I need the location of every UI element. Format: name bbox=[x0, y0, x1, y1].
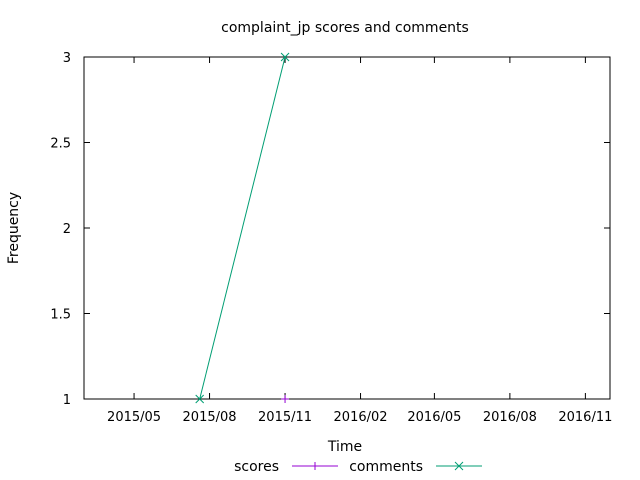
data-point-comments-1 bbox=[280, 52, 290, 62]
marker-stroke-b bbox=[195, 394, 205, 404]
x-tick-label: 2015/08 bbox=[183, 410, 237, 425]
x-tick-label: 2016/08 bbox=[483, 410, 537, 425]
x-axis-ticks: 2015/05 2015/08 2015/11 2016/02 2016/05 2016/… bbox=[107, 57, 612, 425]
y-tick-label: 1.5 bbox=[50, 308, 71, 323]
chart-title: complaint_jp scores and comments bbox=[221, 20, 469, 36]
legend-label-comments: comments bbox=[349, 459, 423, 475]
series-layer bbox=[195, 52, 290, 404]
legend-marker-scores bbox=[311, 462, 319, 470]
marker-stroke-b bbox=[280, 52, 290, 62]
legend: scores comments bbox=[234, 459, 482, 475]
x-tick-label: 2015/11 bbox=[258, 410, 312, 425]
y-axis-label: Frequency bbox=[6, 192, 22, 264]
legend-marker-comments bbox=[454, 461, 464, 471]
x-tick-label: 2016/11 bbox=[558, 410, 612, 425]
y-tick-label: 3 bbox=[63, 51, 71, 66]
series-line-comments bbox=[199, 56, 286, 400]
x-tick-label: 2016/02 bbox=[334, 410, 388, 425]
plot-frame bbox=[83, 56, 611, 400]
data-point-scores-0 bbox=[281, 395, 290, 403]
marker-stroke-b bbox=[454, 461, 464, 471]
y-tick-label: 1 bbox=[63, 393, 71, 408]
y-tick-label: 2 bbox=[63, 222, 71, 237]
x-axis-label: Time bbox=[327, 439, 362, 455]
y-axis-ticks: 1 1.5 2 2.5 3 bbox=[50, 51, 610, 408]
data-point-comments-0 bbox=[195, 394, 205, 404]
x-tick-label: 2015/05 bbox=[107, 410, 161, 425]
legend-label-scores: scores bbox=[234, 459, 279, 475]
x-tick-label: 2016/05 bbox=[407, 410, 461, 425]
y-tick-label: 2.5 bbox=[50, 137, 71, 152]
